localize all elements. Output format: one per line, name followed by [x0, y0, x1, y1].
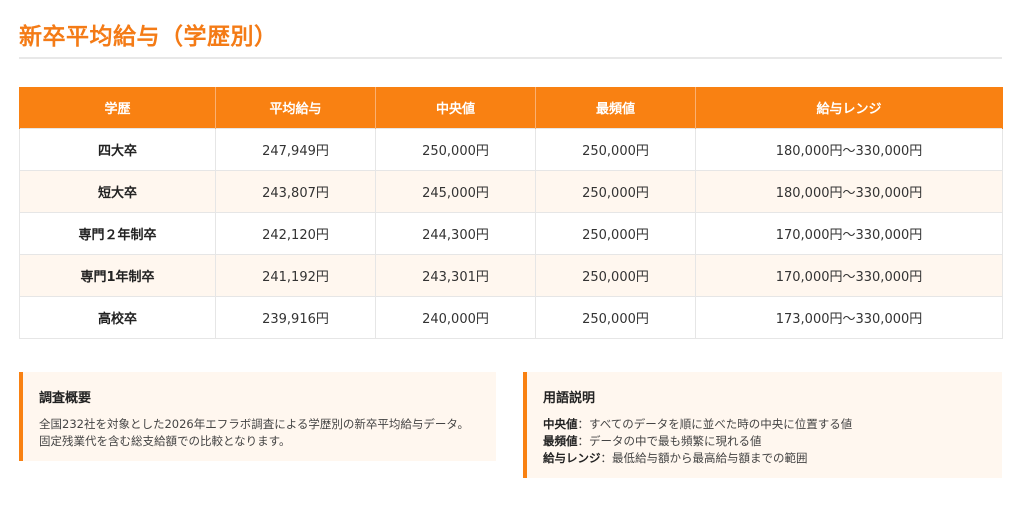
glossary-description: ：最低給与額から最高給与額までの範囲 — [600, 451, 808, 465]
table-row: 四大卒 247,949円 250,000円 250,000円 180,000円〜… — [19, 127, 1003, 171]
mode-salary-cell: 250,000円 — [535, 253, 696, 297]
average-salary-cell: 242,120円 — [215, 211, 376, 255]
glossary-term: 給与レンジ — [543, 451, 601, 465]
salary-range-cell: 180,000円〜330,000円 — [695, 169, 1003, 213]
survey-overview-line: 固定残業代を含む総支給額での比較となります。 — [39, 434, 291, 448]
median-salary-cell: 245,000円 — [375, 169, 536, 213]
glossary-heading: 用語説明 — [543, 391, 596, 406]
glossary-item: 給与レンジ：最低給与額から最高給与額までの範囲 — [543, 450, 988, 467]
table-row: 短大卒 243,807円 245,000円 250,000円 180,000円〜… — [19, 169, 1003, 213]
education-level-cell: 専門２年制卒 — [19, 211, 216, 255]
median-salary-cell: 244,300円 — [375, 211, 536, 255]
glossary-term: 中央値 — [543, 417, 578, 431]
average-salary-cell: 241,192円 — [215, 253, 376, 297]
table-row: 高校卒 239,916円 240,000円 250,000円 173,000円〜… — [19, 295, 1003, 339]
glossary-description: ：すべてのデータを順に並べた時の中央に位置する値 — [577, 417, 853, 431]
column-header-mode: 最頻値 — [535, 87, 696, 128]
glossary-item: 最頻値：データの中で最も頻繁に現れる値 — [543, 433, 988, 450]
glossary-item: 中央値：すべてのデータを順に並べた時の中央に位置する値 — [543, 416, 988, 433]
column-header-average: 平均給与 — [215, 87, 376, 128]
salary-range-cell: 170,000円〜330,000円 — [695, 253, 1003, 297]
column-header-median: 中央値 — [375, 87, 536, 128]
salary-table: 学歴 平均給与 中央値 最頻値 給与レンジ 四大卒 247,949円 250,0… — [19, 87, 1003, 339]
table-row: 専門1年制卒 241,192円 243,301円 250,000円 170,00… — [19, 253, 1003, 297]
mode-salary-cell: 250,000円 — [535, 211, 696, 255]
glossary-description: ：データの中で最も頻繁に現れる値 — [577, 434, 762, 448]
notes-section: 調査概要 全国232社を対象とした2026年エフラボ調査による学歴別の新卒平均給… — [19, 372, 1002, 478]
median-salary-cell: 240,000円 — [375, 295, 536, 339]
mode-salary-cell: 250,000円 — [535, 127, 696, 171]
column-header-range: 給与レンジ — [695, 87, 1003, 128]
salary-table-container: 学歴 平均給与 中央値 最頻値 給与レンジ 四大卒 247,949円 250,0… — [19, 87, 1003, 339]
table-row: 専門２年制卒 242,120円 244,300円 250,000円 170,00… — [19, 211, 1003, 255]
glossary-box: 用語説明 中央値：すべてのデータを順に並べた時の中央に位置する値 最頻値：データ… — [523, 372, 1002, 478]
education-level-cell: 専門1年制卒 — [19, 253, 216, 297]
median-salary-cell: 243,301円 — [375, 253, 536, 297]
survey-overview-line: 全国232社を対象とした2026年エフラボ調査による学歴別の新卒平均給与データ。 — [39, 417, 470, 431]
average-salary-cell: 239,916円 — [215, 295, 376, 339]
title-divider — [19, 57, 1002, 59]
salary-range-cell: 180,000円〜330,000円 — [695, 127, 1003, 171]
table-header-row: 学歴 平均給与 中央値 最頻値 給与レンジ — [19, 87, 1003, 128]
average-salary-cell: 243,807円 — [215, 169, 376, 213]
average-salary-cell: 247,949円 — [215, 127, 376, 171]
salary-range-cell: 173,000円〜330,000円 — [695, 295, 1003, 339]
survey-overview-heading: 調査概要 — [39, 391, 92, 406]
salary-range-cell: 170,000円〜330,000円 — [695, 211, 1003, 255]
glossary-term: 最頻値 — [543, 434, 578, 448]
median-salary-cell: 250,000円 — [375, 127, 536, 171]
education-level-cell: 短大卒 — [19, 169, 216, 213]
survey-overview-box: 調査概要 全国232社を対象とした2026年エフラボ調査による学歴別の新卒平均給… — [19, 372, 496, 461]
education-level-cell: 四大卒 — [19, 127, 216, 171]
mode-salary-cell: 250,000円 — [535, 169, 696, 213]
column-header-education: 学歴 — [19, 87, 216, 128]
page-title: 新卒平均給与（学歴別） — [19, 24, 278, 50]
mode-salary-cell: 250,000円 — [535, 295, 696, 339]
education-level-cell: 高校卒 — [19, 295, 216, 339]
